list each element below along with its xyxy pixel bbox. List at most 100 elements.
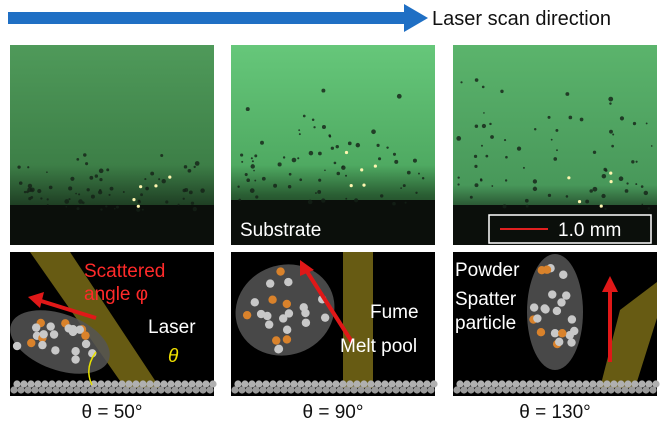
direction-label: Laser scan direction — [432, 8, 611, 30]
spatter-speck — [100, 208, 102, 210]
spatter-speck — [475, 183, 479, 187]
spatter-speck — [354, 198, 358, 202]
substrate-particle — [526, 380, 533, 387]
substrate-particle — [423, 380, 430, 387]
scattered-label: angle φ — [84, 284, 148, 305]
spatter-speck — [324, 169, 326, 171]
spatter-speck — [458, 176, 460, 178]
powder-particle — [263, 312, 271, 320]
powder-particle — [551, 329, 559, 337]
spatter-speck — [491, 185, 493, 187]
spatter-speck — [378, 157, 381, 160]
spatter-speck — [237, 186, 239, 188]
spatter-speck — [334, 162, 337, 165]
spatter-speck — [505, 156, 508, 159]
figure: Laser scan direction Substrate 1.0 mm Sc… — [0, 0, 665, 426]
direction-arrow-head — [404, 4, 428, 32]
substrate-particle — [332, 380, 339, 387]
substrate-particle — [255, 380, 262, 387]
spatter-speck — [474, 155, 477, 158]
spatter-speck — [317, 190, 321, 194]
substrate-particle — [561, 380, 568, 387]
powder-particle — [243, 311, 251, 319]
substrate-particle — [27, 380, 34, 387]
spatter-speck — [76, 158, 79, 161]
spatter-speck — [138, 200, 140, 202]
spatter-speck — [246, 107, 250, 111]
spatter-speck — [456, 136, 461, 141]
spatter-speck — [525, 199, 529, 203]
spatter-label: Spatter — [455, 289, 517, 310]
substrate-particle — [188, 380, 195, 387]
spatter-speck — [195, 161, 200, 166]
spatter-speck — [619, 176, 624, 181]
spatter-speck — [400, 187, 402, 189]
spatter-speck — [321, 89, 325, 93]
spatter-speck — [601, 194, 605, 198]
spatter-speck — [565, 92, 569, 96]
substrate-particle — [195, 380, 202, 387]
spatter-speck — [254, 154, 257, 157]
substrate-particle — [125, 380, 132, 387]
caption: θ = 130° — [519, 402, 591, 423]
spatter-speck — [255, 195, 258, 198]
substrate-particle — [167, 380, 174, 387]
spatter-speck — [78, 193, 80, 195]
spatter-speck — [328, 134, 331, 137]
substrate-particle — [97, 380, 104, 387]
caption: θ = 90° — [303, 402, 364, 423]
substrate-particle — [104, 380, 111, 387]
substrate-particle — [283, 380, 290, 387]
spatter-speck — [123, 191, 125, 193]
spatter-speck — [593, 187, 598, 192]
spatter-speck — [422, 177, 424, 179]
spatter-speck — [483, 112, 485, 114]
substrate-particle — [554, 380, 561, 387]
spatter-speck — [523, 167, 525, 169]
powder-particle — [268, 295, 276, 303]
substrate-particle — [241, 380, 248, 387]
spatter-speck — [580, 118, 584, 122]
substrate-particle — [276, 380, 283, 387]
spatter-speck — [309, 151, 313, 155]
spatter-speck — [356, 143, 360, 147]
substrate-particle — [402, 380, 409, 387]
spatter-speck — [490, 135, 494, 139]
spatter-speck — [253, 170, 255, 172]
spatter-speck — [646, 122, 648, 124]
substrate-particle — [596, 380, 603, 387]
spatter-label: particle — [455, 313, 516, 334]
substrate-particle — [318, 380, 325, 387]
substrate-particle — [582, 380, 589, 387]
spatter-speck — [251, 164, 255, 168]
spatter-speck — [47, 198, 49, 200]
powder-particle — [558, 329, 566, 337]
spatter-speck — [651, 145, 653, 147]
spatter-speck — [480, 179, 483, 182]
substrate-label: Substrate — [240, 220, 321, 241]
spatter-speck — [95, 174, 98, 177]
spatter-speck — [150, 172, 154, 176]
spatter-speck — [482, 86, 485, 89]
substrate-particle — [55, 380, 62, 387]
spatter-speck — [254, 180, 256, 182]
spatter-speck — [27, 187, 32, 192]
substrate-particle — [118, 380, 125, 387]
spatter-speck — [238, 199, 241, 202]
spatter-speck — [49, 186, 53, 190]
substrate-particle — [111, 380, 118, 387]
spatter-speck — [193, 207, 197, 211]
spatter-speck — [318, 152, 322, 156]
spark — [362, 184, 365, 187]
spatter-speck — [308, 200, 313, 205]
spatter-speck — [297, 157, 299, 159]
powder-particle — [548, 290, 556, 298]
spatter-speck — [189, 190, 193, 194]
spatter-speck — [85, 162, 88, 165]
substrate-particle — [174, 380, 181, 387]
spatter-speck — [165, 200, 168, 203]
spatter-speck — [252, 160, 254, 162]
spark — [374, 164, 377, 167]
substrate-particle — [374, 380, 381, 387]
spatter-speck — [37, 189, 41, 193]
